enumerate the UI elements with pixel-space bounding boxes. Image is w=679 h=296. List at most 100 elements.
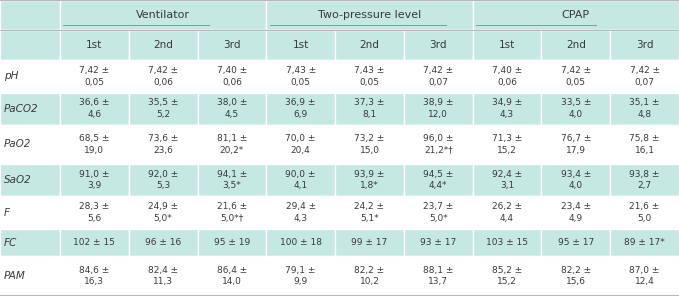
FancyBboxPatch shape xyxy=(610,93,679,125)
Text: 70,0 ±
20,4: 70,0 ± 20,4 xyxy=(285,134,316,155)
FancyBboxPatch shape xyxy=(541,229,610,256)
Text: 28,3 ±
5,6: 28,3 ± 5,6 xyxy=(79,202,109,223)
FancyBboxPatch shape xyxy=(610,164,679,196)
Text: 3rd: 3rd xyxy=(636,40,653,50)
Text: Ventilator: Ventilator xyxy=(136,10,190,20)
Text: 73,2 ±
15,0: 73,2 ± 15,0 xyxy=(354,134,384,155)
FancyBboxPatch shape xyxy=(541,256,610,296)
FancyBboxPatch shape xyxy=(129,30,198,60)
Text: 7,42 ±
0,06: 7,42 ± 0,06 xyxy=(148,66,178,86)
FancyBboxPatch shape xyxy=(541,196,610,229)
FancyBboxPatch shape xyxy=(404,256,473,296)
FancyBboxPatch shape xyxy=(60,0,266,30)
FancyBboxPatch shape xyxy=(129,93,198,125)
Text: 86,4 ±
14,0: 86,4 ± 14,0 xyxy=(217,266,247,287)
FancyBboxPatch shape xyxy=(266,93,335,125)
Text: 2nd: 2nd xyxy=(566,40,586,50)
Text: 7,40 ±
0,06: 7,40 ± 0,06 xyxy=(492,66,522,86)
FancyBboxPatch shape xyxy=(541,30,610,60)
Text: 75,8 ±
16,1: 75,8 ± 16,1 xyxy=(629,134,660,155)
Text: 36,9 ±
6,9: 36,9 ± 6,9 xyxy=(285,99,316,119)
FancyBboxPatch shape xyxy=(60,256,129,296)
FancyBboxPatch shape xyxy=(335,30,404,60)
FancyBboxPatch shape xyxy=(129,60,198,93)
FancyBboxPatch shape xyxy=(335,60,404,93)
FancyBboxPatch shape xyxy=(0,93,60,125)
Text: 76,7 ±
17,9: 76,7 ± 17,9 xyxy=(561,134,591,155)
FancyBboxPatch shape xyxy=(473,30,541,60)
Text: 94,5 ±
4,4*: 94,5 ± 4,4* xyxy=(423,170,454,190)
Text: 92,4 ±
3,1: 92,4 ± 3,1 xyxy=(492,170,522,190)
Text: 90,0 ±
4,1: 90,0 ± 4,1 xyxy=(285,170,316,190)
Text: 96,0 ±
21,2*†: 96,0 ± 21,2*† xyxy=(423,134,454,155)
FancyBboxPatch shape xyxy=(0,229,60,256)
FancyBboxPatch shape xyxy=(473,164,541,196)
Text: 94,1 ±
3,5*: 94,1 ± 3,5* xyxy=(217,170,247,190)
Text: 82,2 ±
10,2: 82,2 ± 10,2 xyxy=(354,266,384,287)
Text: 7,42 ±
0,05: 7,42 ± 0,05 xyxy=(561,66,591,86)
FancyBboxPatch shape xyxy=(129,229,198,256)
FancyBboxPatch shape xyxy=(541,125,610,164)
FancyBboxPatch shape xyxy=(404,229,473,256)
FancyBboxPatch shape xyxy=(266,196,335,229)
Text: Two-pressure level: Two-pressure level xyxy=(318,10,421,20)
Text: 34,9 ±
4,3: 34,9 ± 4,3 xyxy=(492,99,522,119)
Text: 7,42 ±
0,05: 7,42 ± 0,05 xyxy=(79,66,109,86)
FancyBboxPatch shape xyxy=(198,196,266,229)
FancyBboxPatch shape xyxy=(0,256,60,296)
FancyBboxPatch shape xyxy=(198,93,266,125)
Text: PAM: PAM xyxy=(4,271,26,281)
FancyBboxPatch shape xyxy=(0,196,60,229)
FancyBboxPatch shape xyxy=(129,164,198,196)
FancyBboxPatch shape xyxy=(0,164,60,196)
Text: 24,2 ±
5,1*: 24,2 ± 5,1* xyxy=(354,202,384,223)
Text: 1st: 1st xyxy=(86,40,103,50)
FancyBboxPatch shape xyxy=(266,229,335,256)
FancyBboxPatch shape xyxy=(541,60,610,93)
Text: 21,6 ±
5,0*†: 21,6 ± 5,0*† xyxy=(217,202,247,223)
Text: 95 ± 19: 95 ± 19 xyxy=(214,238,250,247)
FancyBboxPatch shape xyxy=(404,30,473,60)
FancyBboxPatch shape xyxy=(610,125,679,164)
FancyBboxPatch shape xyxy=(198,164,266,196)
Text: 38,0 ±
4,5: 38,0 ± 4,5 xyxy=(217,99,247,119)
FancyBboxPatch shape xyxy=(60,229,129,256)
Text: 7,40 ±
0,06: 7,40 ± 0,06 xyxy=(217,66,247,86)
Text: 1st: 1st xyxy=(293,40,309,50)
Text: CPAP: CPAP xyxy=(562,10,590,20)
Text: 29,4 ±
4,3: 29,4 ± 4,3 xyxy=(286,202,316,223)
Text: 3rd: 3rd xyxy=(430,40,447,50)
FancyBboxPatch shape xyxy=(473,0,679,30)
Text: 7,43 ±
0,05: 7,43 ± 0,05 xyxy=(286,66,316,86)
FancyBboxPatch shape xyxy=(610,229,679,256)
FancyBboxPatch shape xyxy=(335,229,404,256)
Text: 1st: 1st xyxy=(499,40,515,50)
FancyBboxPatch shape xyxy=(129,125,198,164)
FancyBboxPatch shape xyxy=(404,93,473,125)
Text: F: F xyxy=(4,208,10,218)
Text: 38,9 ±
12,0: 38,9 ± 12,0 xyxy=(423,99,454,119)
Text: 85,2 ±
15,2: 85,2 ± 15,2 xyxy=(492,266,522,287)
Text: 23,7 ±
5,0*: 23,7 ± 5,0* xyxy=(423,202,454,223)
Text: 3rd: 3rd xyxy=(223,40,240,50)
Text: 71,3 ±
15,2: 71,3 ± 15,2 xyxy=(492,134,522,155)
FancyBboxPatch shape xyxy=(198,60,266,93)
FancyBboxPatch shape xyxy=(266,30,335,60)
FancyBboxPatch shape xyxy=(266,256,335,296)
FancyBboxPatch shape xyxy=(60,164,129,196)
Text: 91,0 ±
3,9: 91,0 ± 3,9 xyxy=(79,170,109,190)
Text: 87,0 ±
12,4: 87,0 ± 12,4 xyxy=(629,266,660,287)
FancyBboxPatch shape xyxy=(610,30,679,60)
FancyBboxPatch shape xyxy=(404,164,473,196)
FancyBboxPatch shape xyxy=(60,30,129,60)
Text: 96 ± 16: 96 ± 16 xyxy=(145,238,181,247)
Text: 95 ± 17: 95 ± 17 xyxy=(557,238,594,247)
Text: 24,9 ±
5,0*: 24,9 ± 5,0* xyxy=(148,202,178,223)
FancyBboxPatch shape xyxy=(266,164,335,196)
FancyBboxPatch shape xyxy=(266,0,473,30)
FancyBboxPatch shape xyxy=(198,229,266,256)
Text: 68,5 ±
19,0: 68,5 ± 19,0 xyxy=(79,134,109,155)
Text: PaO2: PaO2 xyxy=(4,139,31,149)
FancyBboxPatch shape xyxy=(473,196,541,229)
FancyBboxPatch shape xyxy=(541,164,610,196)
